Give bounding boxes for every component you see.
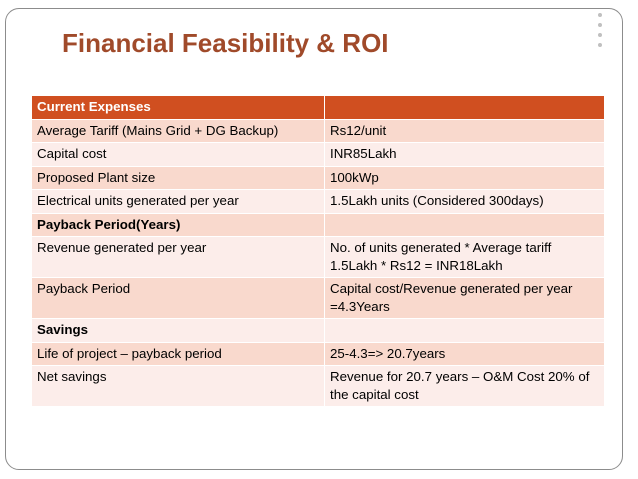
table-row: Capital cost INR85Lakh — [32, 142, 605, 167]
row-value: 25-4.3=> 20.7years — [324, 342, 605, 366]
table-row: Net savings Revenue for 20.7 years – O&M… — [32, 365, 605, 407]
table-row: Payback Period Capital cost/Revenue gene… — [32, 277, 605, 319]
section-label: Payback Period(Years) — [32, 213, 325, 237]
table-row: Life of project – payback period 25-4.3=… — [32, 342, 605, 366]
slide-frame — [5, 8, 623, 470]
table-row: Revenue generated per year No. of units … — [32, 236, 605, 278]
section-row-savings: Savings — [32, 318, 605, 343]
slide-title: Financial Feasibility & ROI — [62, 28, 389, 58]
row-label: Payback Period — [32, 277, 325, 319]
row-label: Life of project – payback period — [32, 342, 325, 366]
table-row: Electrical units generated per year 1.5L… — [32, 189, 605, 214]
row-label: Average Tariff (Mains Grid + DG Backup) — [32, 119, 325, 143]
section-value — [324, 318, 605, 343]
row-label: Net savings — [32, 365, 325, 407]
row-value: Revenue for 20.7 years – O&M Cost 20% of… — [324, 365, 605, 407]
table-header-row: Current Expenses — [32, 96, 605, 120]
row-value: 100kWp — [324, 166, 605, 190]
section-value — [324, 213, 605, 237]
dot-icon — [598, 13, 602, 17]
header-cell-empty — [324, 96, 605, 120]
roi-table-container: Current Expenses Average Tariff (Mains G… — [32, 96, 605, 407]
row-label: Capital cost — [32, 142, 325, 167]
row-value: Capital cost/Revenue generated per year … — [324, 277, 605, 319]
dot-icon — [598, 43, 602, 47]
section-label: Savings — [32, 318, 325, 343]
row-value: 1.5Lakh units (Considered 300days) — [324, 189, 605, 214]
header-cell-current-expenses: Current Expenses — [32, 96, 325, 120]
dot-icon — [598, 23, 602, 27]
row-value: No. of units generated * Average tariff … — [324, 236, 605, 278]
section-row-payback: Payback Period(Years) — [32, 213, 605, 237]
decorative-dots — [598, 13, 606, 47]
row-value: Rs12/unit — [324, 119, 605, 143]
row-label: Proposed Plant size — [32, 166, 325, 190]
row-value: INR85Lakh — [324, 142, 605, 167]
row-label: Revenue generated per year — [32, 236, 325, 278]
roi-table: Current Expenses Average Tariff (Mains G… — [32, 96, 605, 407]
table-row: Average Tariff (Mains Grid + DG Backup) … — [32, 119, 605, 143]
row-label: Electrical units generated per year — [32, 189, 325, 214]
table-row: Proposed Plant size 100kWp — [32, 166, 605, 190]
dot-icon — [598, 33, 602, 37]
